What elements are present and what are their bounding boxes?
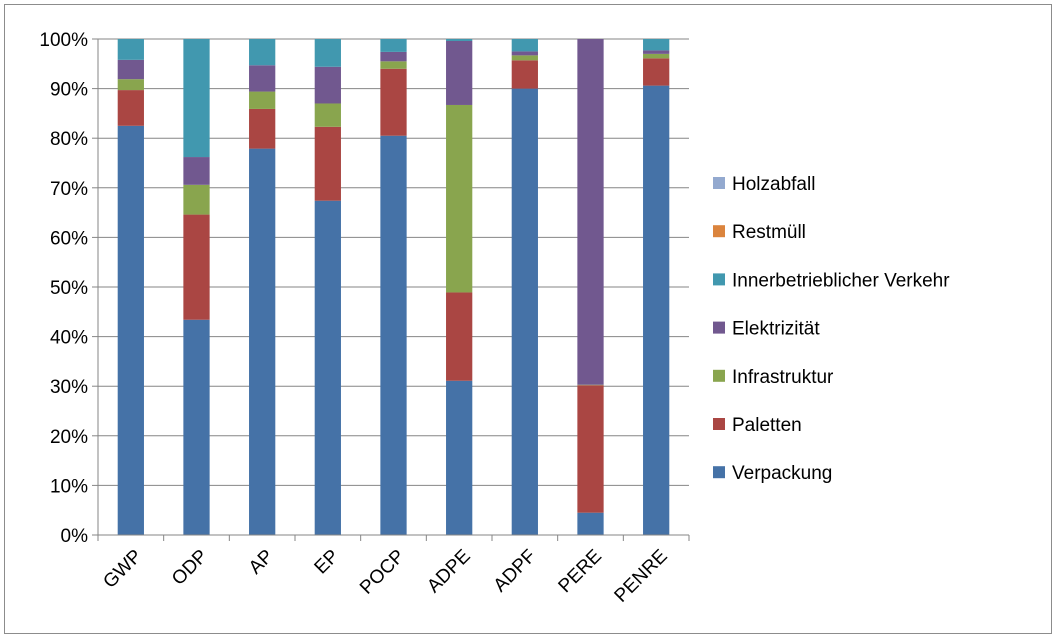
legend-swatch — [713, 369, 725, 382]
y-tick-label: 80% — [50, 129, 88, 150]
x-axis-tick-labels: GWP ODP AP EP POCP ADPE ADPF PERE PENRE — [99, 546, 671, 607]
bars — [117, 39, 670, 536]
legend-label: Infrastruktur — [732, 367, 834, 388]
legend-swatch — [713, 225, 725, 238]
bar-segment — [446, 39, 473, 41]
bar-segment — [511, 51, 538, 56]
legend-label: Innerbetrieblicher Verkehr — [732, 270, 950, 291]
legend: Holzabfall Restmüll Innerbetrieblicher Ver… — [713, 174, 950, 484]
bar-segment — [314, 66, 341, 104]
y-tick-label: 40% — [50, 328, 88, 349]
y-tick-label: 100% — [39, 30, 88, 51]
bar-segment — [183, 214, 210, 320]
bar-segment — [511, 60, 538, 89]
x-tick-label: ADPE — [423, 546, 474, 597]
legend-label: Verpackung — [732, 463, 832, 484]
bar-segment — [446, 380, 473, 535]
y-tick-label: 50% — [50, 278, 88, 299]
legend-swatch — [713, 177, 725, 189]
legend-label: Holzabfall — [732, 174, 815, 195]
legend-swatch — [713, 466, 725, 479]
legend-label: Paletten — [732, 415, 802, 436]
bar-segment — [117, 90, 144, 126]
y-tick-label: 30% — [50, 377, 88, 398]
bar-segment — [249, 108, 276, 149]
legend-label: Elektrizität — [732, 319, 820, 340]
bar-segment — [577, 512, 604, 535]
bar-segment — [314, 103, 341, 127]
bar-segment — [511, 88, 538, 535]
x-tick-label: PERE — [555, 546, 606, 597]
bar-segment — [183, 184, 210, 215]
bar-segment — [249, 39, 276, 66]
bar-segment — [117, 59, 144, 80]
y-tick-label: 0% — [61, 526, 89, 547]
bar-segment — [446, 40, 473, 105]
y-tick-label: 70% — [50, 179, 88, 200]
legend-label: Restmüll — [732, 222, 806, 243]
legend-swatch — [713, 321, 725, 334]
legend-swatch — [713, 273, 725, 286]
legend-swatch — [713, 418, 725, 430]
y-tick-label: 90% — [50, 80, 88, 101]
bar-segment — [380, 51, 407, 62]
bar-segment — [380, 61, 407, 69]
bar-segment — [314, 39, 341, 67]
bar-segment — [249, 91, 276, 109]
y-tick-label: 10% — [50, 476, 88, 497]
x-tick-label: AP — [245, 546, 278, 579]
bar-segment — [511, 55, 538, 61]
x-tick-label: ADPF — [490, 546, 541, 597]
bar-segment — [380, 39, 407, 52]
bar-segment — [577, 39, 604, 385]
bar-segment — [183, 157, 210, 185]
bar-segment — [643, 39, 670, 51]
y-axis-tick-labels: 0% 10% 20% 30% 40% 50% 60% 70% 80% 90% 100% — [39, 30, 88, 547]
bar-segment — [446, 104, 473, 293]
x-tick-label: PENRE — [611, 546, 672, 607]
x-tick-label: POCP — [356, 546, 409, 599]
bar-segment — [314, 200, 341, 536]
bar-segment — [511, 39, 538, 52]
bar-segment — [643, 85, 670, 536]
y-tick-label: 60% — [50, 228, 88, 249]
bar-segment — [117, 39, 144, 60]
y-tick-label: 20% — [50, 427, 88, 448]
x-tick-label: ODP — [168, 546, 212, 590]
bar-segment — [643, 58, 670, 86]
bar-segment — [380, 68, 407, 136]
bar-segment — [380, 135, 407, 535]
bar-segment — [643, 53, 670, 59]
bar-segment — [446, 292, 473, 381]
x-tick-label: EP — [311, 546, 344, 579]
bar-segment — [183, 319, 210, 535]
bar-segment — [314, 126, 341, 201]
bar-segment — [643, 50, 670, 54]
bar-segment — [183, 39, 210, 158]
axes — [92, 38, 690, 541]
bar-segment — [577, 385, 604, 513]
bar-segment — [249, 65, 276, 92]
bar-segment — [117, 79, 144, 91]
bar-segment — [117, 125, 144, 536]
bar-segment — [249, 148, 276, 535]
x-tick-label: GWP — [99, 546, 146, 593]
